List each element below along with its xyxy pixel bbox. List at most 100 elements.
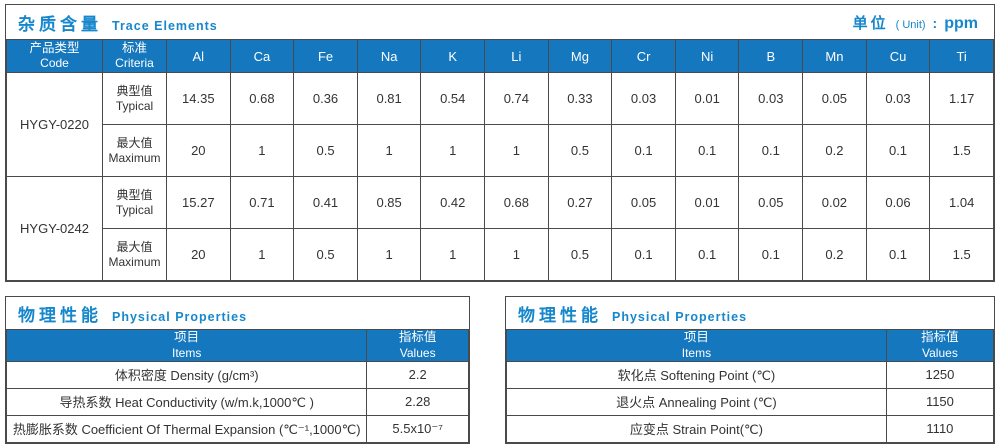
property-value-cell: 1110	[885, 414, 995, 443]
values-header-zh: 指标值	[398, 330, 437, 344]
items-header-zh: 项目	[174, 330, 200, 344]
physical-property-row: 体积密度 Density (g/cm³) 2.2	[5, 360, 469, 389]
column-header: 产品类型 Code	[6, 39, 103, 73]
value-cell: 1	[420, 124, 486, 177]
physical-property-row: 热膨胀系数 Coefficient Of Thermal Expansion (…	[5, 414, 469, 443]
property-value-cell: 5.5x10⁻⁷	[366, 414, 469, 443]
items-header-zh: 项目	[683, 330, 709, 344]
value-cell: 0.36	[293, 72, 358, 125]
value-cell: 1	[229, 124, 295, 177]
property-item-cell: 退火点 Annealing Point (℃)	[506, 387, 887, 416]
property-item-cell: 体积密度 Density (g/cm³)	[5, 360, 368, 389]
value-cell: 1	[356, 124, 422, 177]
value-cell: 0.1	[674, 124, 740, 177]
section-title-en: Physical Properties	[612, 309, 748, 324]
property-item-cell: 应变点 Strain Point(℃)	[506, 414, 887, 443]
value-cell: 1.5	[929, 228, 994, 281]
trace-table-header-row: 产品类型 Code 标准 Criteria Al Ca Fe Na K Li Mg Cr Ni B Mn Cu…	[6, 39, 994, 73]
element-column-header: B	[738, 39, 804, 73]
value-cell: 0.5	[293, 124, 358, 177]
section-title-en: Trace Elements	[112, 18, 218, 33]
physical-property-row: 退火点 Annealing Point (℃) 1150	[506, 387, 995, 416]
value-cell: 0.5	[547, 124, 613, 177]
unit-value: ppm	[944, 14, 978, 32]
values-header-en: Values	[399, 345, 436, 360]
physical-properties-title-1: 物理性能 Physical Properties	[18, 301, 247, 326]
section-title-zh: 物理性能	[518, 305, 602, 325]
physical-properties-section-2: 物理性能 Physical Properties 项目 Items 指标值 Va…	[505, 296, 995, 444]
value-cell: 0.1	[611, 124, 676, 177]
value-cell: 0.05	[738, 176, 804, 229]
element-column-header: K	[420, 39, 486, 73]
trace-elements-title: 杂质含量 Trace Elements	[18, 10, 218, 35]
physical-property-row: 导热系数 Heat Conductivity (w/m.k,1000℃ ) 2.2…	[5, 387, 469, 416]
property-value-cell: 1250	[885, 360, 995, 389]
value-cell: 0.2	[802, 124, 867, 177]
value-cell: 1.04	[929, 176, 994, 229]
value-cell: 0.74	[484, 72, 549, 125]
element-column-header: Cr	[611, 39, 676, 73]
value-cell: 0.85	[356, 176, 422, 229]
physical-properties-title-2: 物理性能 Physical Properties	[518, 301, 747, 326]
trace-table-row: HYGY-0242 典型值 Typical 15.27 0.71 0.41 0.85 0.42…	[6, 176, 994, 281]
value-cell: 1.17	[929, 72, 994, 125]
trace-elements-section: 杂质含量 Trace Elements 单位 ( Unit) : ppm 产品类…	[5, 4, 995, 282]
values-column-header: 指标值 Values	[366, 329, 469, 362]
section-title-zh: 杂质含量	[18, 14, 102, 34]
property-value-cell: 2.2	[366, 360, 469, 389]
element-column-header: Ni	[674, 39, 740, 73]
trace-table-row: 最大值 Maximum 20 1 0.5 1 1 1 0.5 0.1 0.1 0.1 0.2 0.1 1.5	[7, 228, 994, 281]
values-header-en: Values	[922, 345, 958, 360]
value-cell: 20	[166, 124, 231, 177]
value-cell: 15.27	[166, 176, 231, 229]
value-cell: 0.1	[865, 124, 931, 177]
items-header-en: Items	[172, 345, 202, 360]
value-cell: 0.5	[293, 228, 358, 281]
criteria-cell: 典型值 Typical	[102, 72, 167, 125]
value-cell: 0.06	[865, 176, 931, 229]
value-cell: 0.03	[738, 72, 804, 125]
criteria-cell: 最大值 Maximum	[102, 124, 167, 177]
physical-properties-row: 物理性能 Physical Properties 项目 Items 指标值 Va…	[5, 296, 995, 444]
value-cell: 0.5	[547, 228, 613, 281]
value-cell: 1	[484, 228, 549, 281]
trace-elements-header: 杂质含量 Trace Elements 单位 ( Unit) : ppm	[6, 5, 994, 39]
value-cell: 20	[166, 228, 231, 281]
criteria-cell: 典型值 Typical	[102, 176, 167, 229]
phys-table-header-row: 项目 Items 指标值 Values	[506, 329, 995, 362]
property-item-cell: 导热系数 Heat Conductivity (w/m.k,1000℃ )	[5, 387, 368, 416]
physical-properties-section-1: 物理性能 Physical Properties 项目 Items 指标值 Va…	[5, 296, 470, 444]
value-cell: 0.68	[229, 72, 295, 125]
value-cell: 0.33	[547, 72, 613, 125]
physical-properties-table-1: 项目 Items 指标值 Values 体积密度 Density (g/cm³)…	[5, 329, 469, 443]
property-item-cell: 软化点 Softening Point (℃)	[506, 360, 887, 389]
value-cell: 0.1	[674, 228, 740, 281]
element-column-header: Fe	[293, 39, 358, 73]
unit-label: 单位 ( Unit) : ppm	[853, 12, 978, 33]
value-cell: 0.01	[674, 72, 740, 125]
trace-elements-table: 产品类型 Code 标准 Criteria Al Ca Fe Na K Li Mg Cr Ni B Mn Cu…	[6, 39, 994, 281]
value-cell: 0.1	[865, 228, 931, 281]
element-column-header: Na	[356, 39, 422, 73]
value-cell: 0.2	[802, 228, 867, 281]
physical-property-row: 应变点 Strain Point(℃) 1110	[506, 414, 995, 443]
items-column-header: 项目 Items	[5, 329, 368, 362]
value-cell: 0.41	[293, 176, 358, 229]
product-code-cell: HYGY-0220	[6, 72, 103, 177]
element-column-header: Ca	[229, 39, 295, 73]
section-title-en: Physical Properties	[112, 309, 248, 324]
unit-label-zh: 单位	[852, 14, 889, 32]
element-column-header: Al	[166, 39, 231, 73]
section-title-zh: 物理性能	[18, 305, 102, 325]
value-cell: 0.01	[674, 176, 740, 229]
value-cell: 0.05	[611, 176, 676, 229]
physical-properties-header-2: 物理性能 Physical Properties	[506, 297, 994, 329]
value-cell: 0.02	[802, 176, 867, 229]
items-column-header: 项目 Items	[506, 329, 887, 362]
physical-properties-table-2: 项目 Items 指标值 Values 软化点 Softening Point …	[506, 329, 995, 443]
element-column-header: Li	[484, 39, 549, 73]
value-cell: 0.27	[547, 176, 613, 229]
value-cell: 0.1	[738, 124, 804, 177]
value-cell: 0.71	[229, 176, 295, 229]
